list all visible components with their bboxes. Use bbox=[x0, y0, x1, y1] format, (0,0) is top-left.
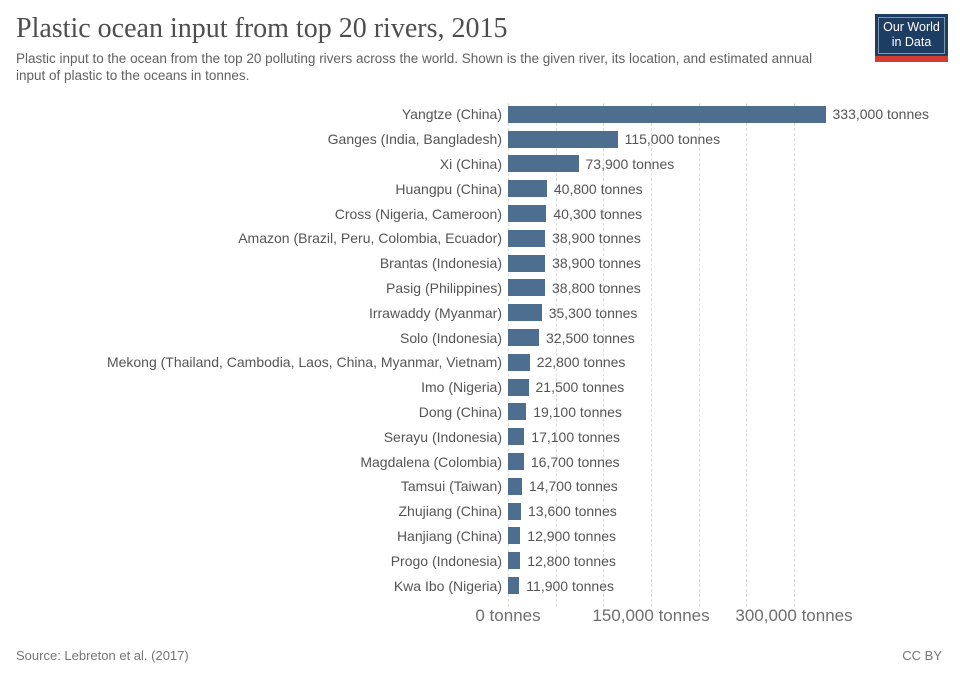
bar[interactable] bbox=[508, 577, 520, 595]
bar[interactable] bbox=[508, 130, 618, 148]
river-label: Mekong (Thailand, Cambodia, Laos, China,… bbox=[106, 354, 502, 371]
bar[interactable] bbox=[508, 378, 529, 396]
bar[interactable] bbox=[508, 279, 545, 297]
river-label: Ganges (India, Bangladesh) bbox=[327, 131, 502, 148]
bar[interactable] bbox=[508, 428, 525, 446]
river-label: Hanjiang (China) bbox=[396, 527, 502, 544]
value-label: 32,500 tonnes bbox=[546, 329, 635, 346]
river-label: Zhujiang (China) bbox=[398, 503, 503, 520]
bar[interactable] bbox=[508, 329, 539, 347]
bar[interactable] bbox=[508, 552, 521, 570]
bar-row: Serayu (Indonesia) 17,100 tonnes bbox=[0, 424, 960, 449]
value-label: 38,900 tonnes bbox=[552, 230, 641, 247]
owid-logo-text: Our World in Data bbox=[878, 17, 945, 54]
bar[interactable] bbox=[508, 105, 826, 123]
river-label: Dong (China) bbox=[418, 403, 502, 420]
river-label: Kwa Ibo (Nigeria) bbox=[393, 577, 502, 594]
value-label: 16,700 tonnes bbox=[530, 453, 620, 470]
bar-row: Cross (Nigeria, Cameroon) 40,300 tonnes bbox=[0, 201, 960, 226]
bar[interactable] bbox=[508, 502, 521, 520]
river-label: Xi (China) bbox=[439, 155, 502, 172]
bar[interactable] bbox=[508, 477, 522, 495]
value-label: 35,300 tonnes bbox=[548, 304, 638, 321]
river-label: Yangtze (China) bbox=[401, 106, 502, 123]
bar[interactable] bbox=[508, 254, 546, 272]
footer: Source: Lebreton et al. (2017) CC BY bbox=[16, 648, 942, 663]
river-label: Pasig (Philippines) bbox=[386, 279, 502, 296]
bar-row: Yangtze (China) 333,000 tonnes bbox=[0, 102, 960, 127]
value-label: 21,500 tonnes bbox=[535, 379, 625, 396]
value-label: 11,900 tonnes bbox=[526, 577, 615, 594]
source-text[interactable]: Source: Lebreton et al. (2017) bbox=[16, 648, 189, 663]
value-label: 38,900 tonnes bbox=[552, 255, 641, 272]
river-label: Serayu (Indonesia) bbox=[383, 428, 502, 445]
bar-row: Brantas (Indonesia) 38,900 tonnes bbox=[0, 251, 960, 276]
bar-row: Pasig (Philippines) 38,800 tonnes bbox=[0, 276, 960, 301]
owid-logo-line2: in Data bbox=[891, 35, 932, 49]
value-label: 115,000 tonnes bbox=[624, 131, 721, 148]
value-label: 73,900 tonnes bbox=[585, 155, 675, 172]
x-axis-tick-label: 300,000 tonnes bbox=[735, 605, 853, 625]
bar[interactable] bbox=[508, 453, 524, 471]
bar[interactable] bbox=[508, 527, 521, 545]
plot-rows: Yangtze (China) 333,000 tonnes Ganges (Ind… bbox=[0, 102, 960, 598]
bar-row: Solo (Indonesia) 32,500 tonnes bbox=[0, 325, 960, 350]
bar-row: Progo (Indonesia) 12,800 tonnes bbox=[0, 548, 960, 573]
license-link[interactable]: CC BY bbox=[902, 648, 942, 663]
river-label: Cross (Nigeria, Cameroon) bbox=[334, 205, 502, 222]
owid-logo-box: Our World in Data bbox=[875, 14, 948, 56]
bar-row: Irrawaddy (Myanmar) 35,300 tonnes bbox=[0, 300, 960, 325]
x-axis-tick-label: 150,000 tonnes bbox=[592, 605, 710, 625]
bar[interactable] bbox=[508, 353, 530, 371]
river-label: Progo (Indonesia) bbox=[390, 552, 502, 569]
value-label: 38,800 tonnes bbox=[552, 279, 641, 296]
bar[interactable] bbox=[508, 304, 542, 322]
river-label: Imo (Nigeria) bbox=[421, 379, 502, 396]
river-label: Solo (Indonesia) bbox=[400, 329, 502, 346]
bar[interactable] bbox=[508, 180, 547, 198]
value-label: 17,100 tonnes bbox=[531, 428, 621, 445]
bar-row: Tamsui (Taiwan) 14,700 tonnes bbox=[0, 474, 960, 499]
river-label: Huangpu (China) bbox=[395, 180, 502, 197]
bar-row: Magdalena (Colombia) 16,700 tonnes bbox=[0, 449, 960, 474]
x-axis-tick-label: 0 tonnes bbox=[475, 605, 541, 625]
header: Plastic ocean input from top 20 rivers, … bbox=[16, 12, 948, 84]
river-label: Irrawaddy (Myanmar) bbox=[368, 304, 502, 321]
value-label: 12,900 tonnes bbox=[527, 527, 617, 544]
bar[interactable] bbox=[508, 229, 546, 247]
bar-row: Hanjiang (China) 12,900 tonnes bbox=[0, 524, 960, 549]
value-label: 333,000 tonnes bbox=[832, 106, 930, 123]
x-axis: 0 tonnes 150,000 tonnes 300,000 tonnes bbox=[0, 606, 960, 638]
bar-row: Imo (Nigeria) 21,500 tonnes bbox=[0, 375, 960, 400]
bar-row: Ganges (India, Bangladesh) 115,000 tonnes bbox=[0, 127, 960, 152]
river-label: Brantas (Indonesia) bbox=[379, 255, 502, 272]
bar-row: Zhujiang (China) 13,600 tonnes bbox=[0, 499, 960, 524]
bar-row: Amazon (Brazil, Peru, Colombia, Ecuador)… bbox=[0, 226, 960, 251]
chart-subtitle: Plastic input to the ocean from the top … bbox=[16, 51, 813, 83]
bar-row: Huangpu (China) 40,800 tonnes bbox=[0, 176, 960, 201]
bar-chart: Yangtze (China) 333,000 tonnes Ganges (Ind… bbox=[0, 102, 960, 638]
value-label: 40,300 tonnes bbox=[553, 205, 643, 222]
value-label: 13,600 tonnes bbox=[528, 503, 617, 520]
bar-row: Xi (China) 73,900 tonnes bbox=[0, 152, 960, 177]
bar[interactable] bbox=[508, 155, 579, 173]
owid-logo-line1: Our World bbox=[883, 20, 940, 34]
owid-logo-stripe bbox=[875, 56, 948, 62]
bar-row: Kwa Ibo (Nigeria) 11,900 tonnes bbox=[0, 573, 960, 598]
river-label: Amazon (Brazil, Peru, Colombia, Ecuador) bbox=[238, 230, 502, 247]
value-label: 40,800 tonnes bbox=[553, 180, 643, 197]
river-label: Tamsui (Taiwan) bbox=[400, 478, 502, 495]
bar[interactable] bbox=[508, 205, 547, 223]
page-title: Plastic ocean input from top 20 rivers, … bbox=[16, 13, 508, 44]
value-label: 14,700 tonnes bbox=[529, 478, 618, 495]
value-label: 22,800 tonnes bbox=[536, 354, 626, 371]
bar-row: Dong (China) 19,100 tonnes bbox=[0, 400, 960, 425]
value-label: 12,800 tonnes bbox=[527, 552, 616, 569]
river-label: Magdalena (Colombia) bbox=[360, 453, 502, 470]
value-label: 19,100 tonnes bbox=[533, 403, 622, 420]
owid-logo[interactable]: Our World in Data bbox=[875, 14, 948, 62]
bar-row: Mekong (Thailand, Cambodia, Laos, China,… bbox=[0, 350, 960, 375]
bar[interactable] bbox=[508, 403, 527, 421]
